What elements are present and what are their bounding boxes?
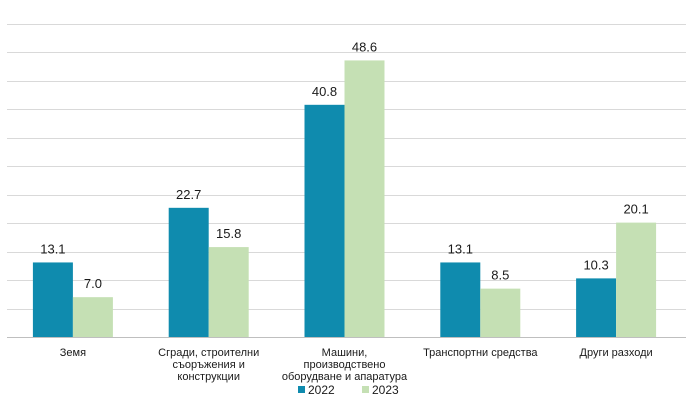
category-label-line: оборудване и апаратура [282, 371, 408, 383]
data-label-2022-2: 40.8 [312, 84, 337, 99]
bar-2022-0 [32, 262, 73, 337]
category-label-line: Машини, [322, 347, 368, 359]
bars [32, 60, 657, 338]
category-label-line: съоръжения и [173, 359, 245, 371]
category-label-3: Транспортни средства [423, 347, 538, 359]
data-label-2023-3: 8.5 [491, 268, 509, 283]
bar-2022-1 [168, 207, 209, 337]
category-label-line: Транспортни средства [423, 347, 538, 359]
data-label-2023-2: 48.6 [352, 39, 377, 54]
bar-2022-2 [304, 104, 345, 337]
category-label-line: конструкции [177, 371, 240, 383]
bar-2023-0 [72, 297, 113, 337]
data-label-2023-4: 20.1 [623, 202, 648, 217]
legend-label-2022: 2022 [308, 383, 335, 397]
category-label-4: Други разходи [580, 347, 653, 359]
bar-2022-3 [440, 262, 481, 337]
data-label-2022-4: 10.3 [583, 257, 608, 272]
legend-swatch-2022 [298, 386, 305, 393]
category-label-line: Други разходи [580, 347, 653, 359]
category-label-2: Машини, производствено оборудване и апарат… [282, 347, 408, 383]
bar-2023-2 [344, 60, 385, 338]
category-label-line: Земя [60, 347, 86, 359]
data-label-2022-3: 13.1 [448, 241, 473, 256]
legend-swatch-2023 [362, 386, 369, 393]
bar-2023-3 [480, 288, 521, 337]
data-label-2023-0: 7.0 [84, 276, 102, 291]
data-label-2022-1: 22.7 [176, 187, 201, 202]
category-label-1: Сгради, строителни съоръжения и конструкци… [158, 347, 259, 383]
category-label-line: Сгради, строителни [158, 347, 259, 359]
legend: 2022 2023 [298, 383, 399, 397]
data-label-2022-0: 13.1 [40, 241, 65, 256]
bar-2023-1 [208, 247, 249, 337]
data-labels: 13.1 7.0 22.7 15.8 40.8 48.6 13.1 8.5 10.3 20.1 [40, 39, 649, 291]
category-labels: Земя Сгради, строителни съоръжения и констр… [60, 347, 653, 383]
bar-2023-4 [616, 222, 657, 337]
category-label-line: производствено [304, 359, 386, 371]
legend-label-2023: 2023 [372, 383, 399, 397]
bar-2022-4 [576, 278, 617, 337]
data-label-2023-1: 15.8 [216, 226, 241, 241]
category-label-0: Земя [60, 347, 86, 359]
